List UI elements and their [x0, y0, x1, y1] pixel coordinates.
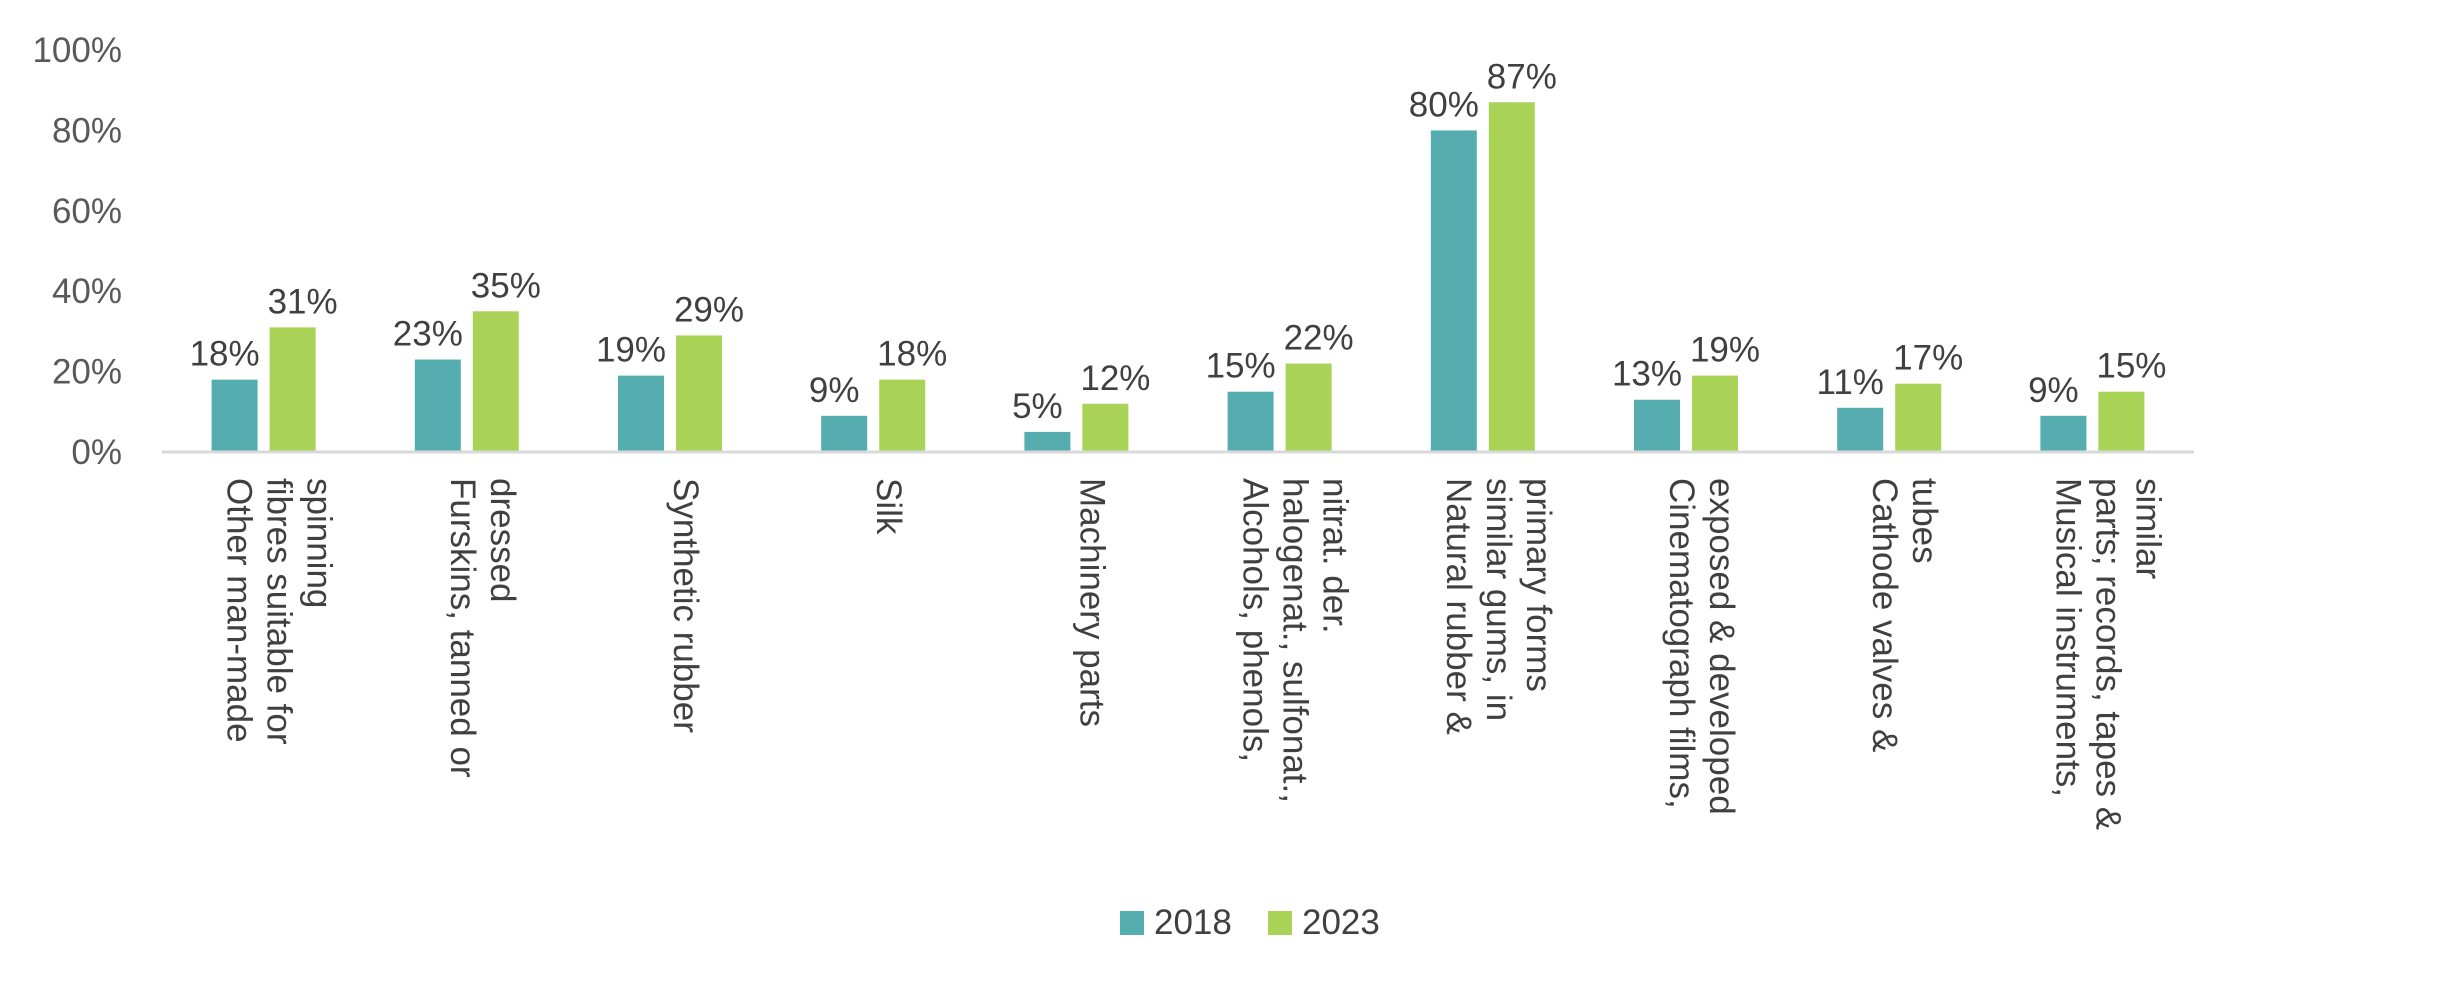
bar-2023	[1895, 383, 1942, 452]
bar-2018	[1430, 130, 1477, 452]
data-label-2023: 15%	[2096, 347, 2166, 386]
bar-2023	[879, 379, 926, 452]
data-label-2023: 17%	[1893, 339, 1963, 378]
bar-2018	[1024, 431, 1071, 452]
category-label: Silk	[869, 478, 908, 535]
legend-swatch-2023	[1268, 911, 1292, 935]
category-label-line: Alcohols, phenols,	[1236, 478, 1275, 762]
category-label: Musical instruments, parts; records, tape…	[2048, 478, 2167, 830]
data-label-2023: 35%	[471, 266, 541, 305]
category-label: Furskins, tanned or dressed	[443, 478, 522, 778]
y-tick-label: 80%	[52, 111, 122, 150]
data-label-2018: 13%	[1612, 355, 1682, 394]
y-tick-label: 20%	[52, 353, 122, 392]
bar-2018	[1634, 399, 1680, 452]
bar-2023	[269, 327, 316, 452]
data-label-2023: 22%	[1284, 319, 1354, 358]
data-label-2018: 5%	[1012, 387, 1063, 426]
legend-swatch-2018	[1120, 911, 1144, 935]
data-label-2023: 31%	[268, 282, 338, 321]
category-label: Natural rubber & similar gums, in primary …	[1439, 478, 1558, 735]
category-label-line: similar	[2128, 478, 2167, 579]
category-label-line: Furskins, tanned or	[443, 478, 482, 778]
data-label-2023: 12%	[1080, 359, 1150, 398]
data-label-2023: 87%	[1487, 57, 1557, 96]
category-label-line: tubes	[1905, 478, 1944, 564]
bar-2023	[2098, 391, 2145, 452]
y-tick-label: 0%	[71, 433, 122, 472]
bar-2018	[821, 415, 868, 452]
data-label-2023: 19%	[1690, 331, 1760, 370]
category-label-line: Synthetic rubber	[666, 478, 705, 733]
data-label-2018: 18%	[190, 335, 260, 374]
category-labels: Other man-made fibres suitable for spinnin…	[220, 478, 2168, 830]
bar-2023	[1285, 363, 1332, 452]
bar-2023	[1082, 403, 1129, 452]
category-label: Synthetic rubber	[666, 478, 705, 733]
category-label-line: Other man-made	[220, 478, 259, 743]
bar-2018	[2040, 415, 2087, 452]
category-label-line: Silk	[869, 478, 908, 535]
bar-2023	[676, 335, 722, 452]
data-label-2018: 9%	[809, 371, 860, 410]
y-axis: 0% 20% 40% 60% 80% 100%	[32, 31, 122, 472]
data-label-2018: 11%	[1816, 363, 1883, 402]
category-label-line: Natural rubber &	[1439, 478, 1478, 735]
category-label-line: exposed & developed	[1702, 478, 1741, 815]
data-label-2018: 9%	[2028, 371, 2079, 410]
category-label-line: Cinematograph films,	[1662, 478, 1701, 809]
bar-2018	[211, 379, 258, 452]
category-label: Other man-made fibres suitable for spinnin…	[220, 478, 339, 745]
category-label-line: spinning	[300, 478, 339, 608]
bar-2018	[1837, 407, 1884, 452]
category-label-line: Musical instruments,	[2048, 478, 2087, 797]
y-tick-label: 60%	[52, 192, 122, 231]
data-label-2018: 19%	[596, 331, 666, 370]
category-label-line: fibres suitable for	[260, 478, 299, 745]
data-label-2023: 29%	[674, 290, 744, 329]
bar-2023	[1692, 375, 1738, 452]
data-labels: 18%31%23%35%19%29%9%18%5%12% 15%22%80%87%…	[190, 57, 2167, 426]
bar-2023	[1488, 102, 1535, 452]
legend-label-2018: 2018	[1154, 903, 1232, 942]
category-label-line: similar gums, in	[1479, 478, 1518, 721]
y-tick-label: 100%	[32, 31, 122, 70]
legend: 2018 2023	[1120, 903, 1380, 942]
category-label-line: dressed	[483, 478, 522, 603]
category-label-line: parts; records, tapes &	[2088, 478, 2127, 830]
bar-2023	[472, 311, 519, 452]
bar-2018	[1227, 391, 1274, 452]
category-label-line: Cathode valves &	[1865, 478, 1904, 752]
data-label-2018: 23%	[393, 315, 463, 354]
category-label-line: nitrat. der.	[1316, 478, 1355, 634]
category-label: Cathode valves & tubes	[1865, 478, 1944, 752]
data-label-2023: 18%	[877, 335, 947, 374]
y-tick-label: 40%	[52, 272, 122, 311]
bar-2018	[414, 359, 461, 452]
data-label-2018: 80%	[1409, 85, 1479, 124]
bar-2018	[618, 375, 664, 452]
data-label-2018: 15%	[1206, 347, 1276, 386]
category-label: Machinery parts	[1072, 478, 1111, 727]
category-label-line: Machinery parts	[1072, 478, 1111, 727]
category-label: Cinematograph films, exposed & developed	[1662, 478, 1741, 815]
legend-label-2023: 2023	[1302, 903, 1380, 942]
category-label-line: halogenat., sulfonat.,	[1276, 478, 1315, 803]
category-label-line: primary forms	[1519, 478, 1558, 692]
bars	[211, 102, 2145, 452]
category-label: Alcohols, phenols, halogenat., sulfonat.,…	[1236, 478, 1355, 803]
